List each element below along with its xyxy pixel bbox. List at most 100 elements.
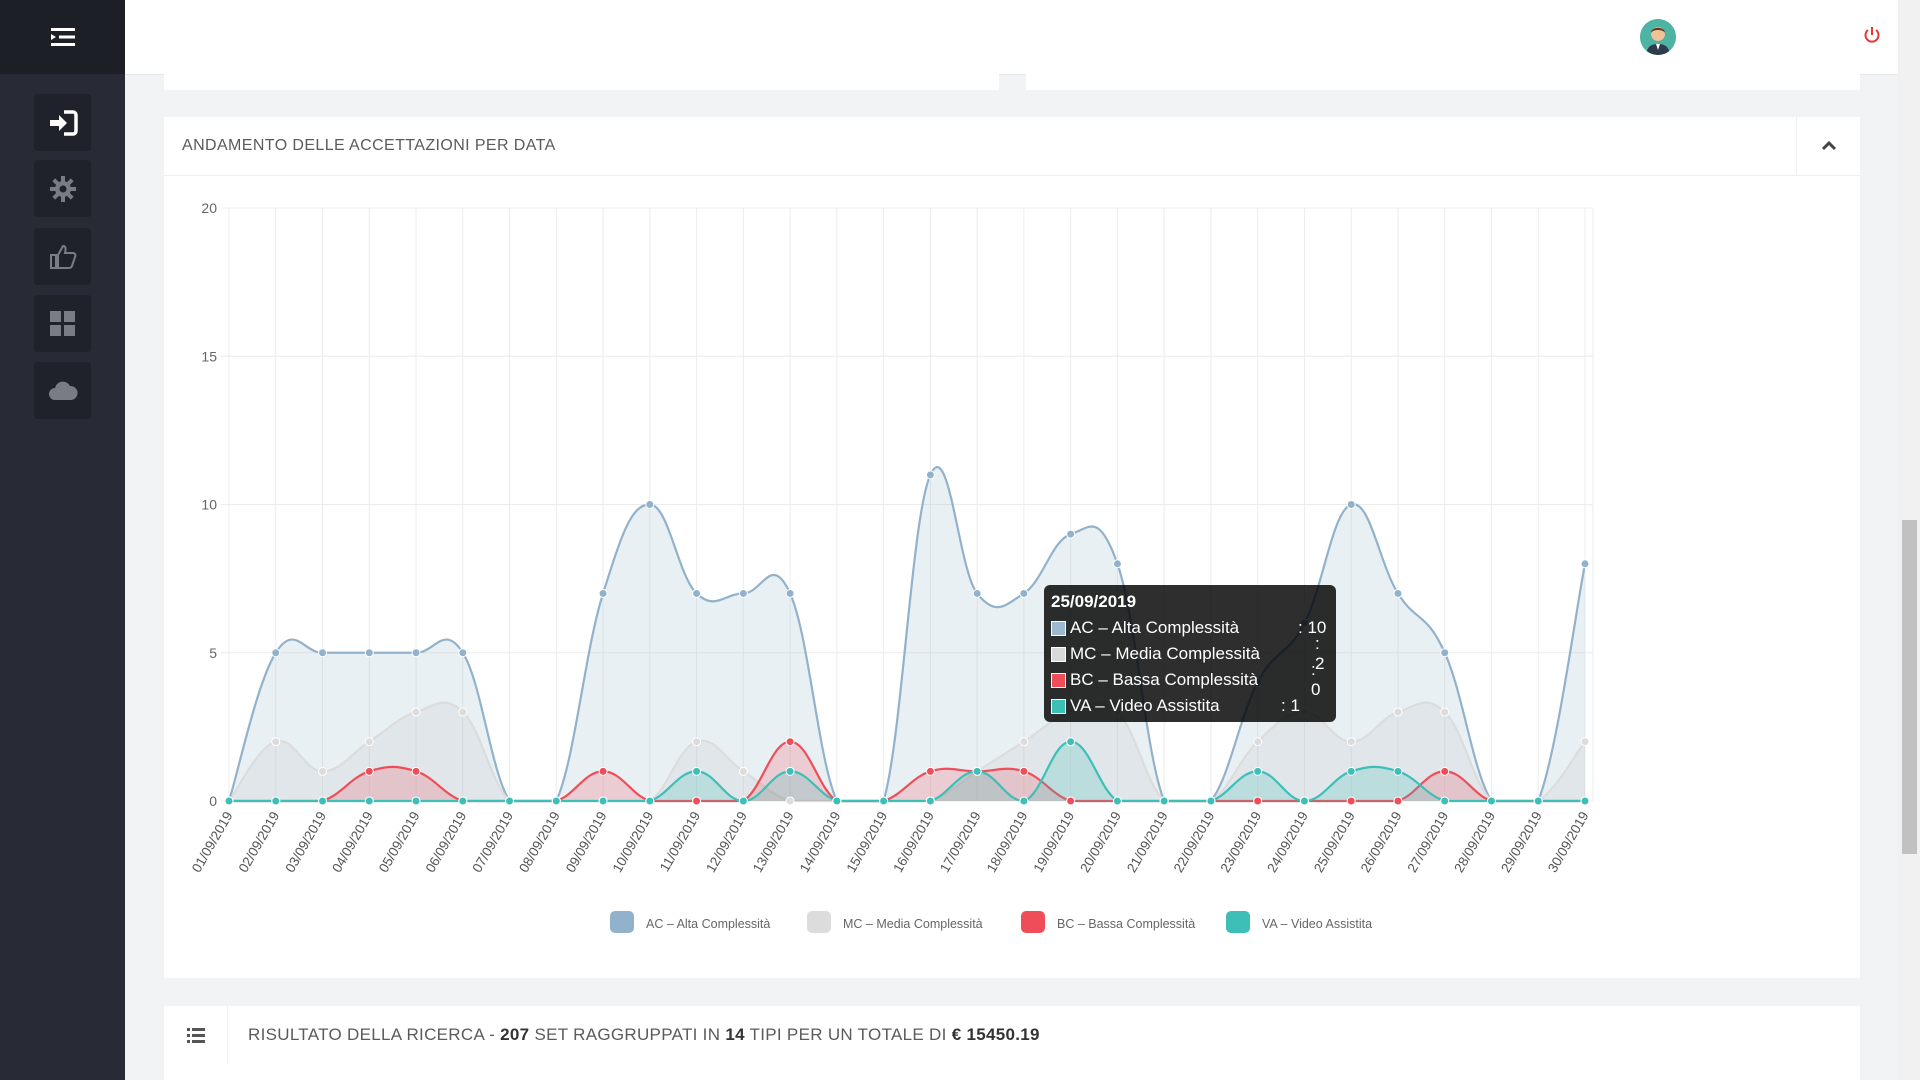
data-point [1346, 737, 1356, 747]
result-prefix: RISULTATO DELLA RICERCA - [248, 1025, 501, 1044]
x-tick-label: 30/09/2019 [1545, 809, 1592, 875]
data-point [1112, 559, 1122, 569]
x-tick-label: 09/09/2019 [563, 809, 610, 875]
data-point [318, 648, 328, 658]
sidebar-item-login[interactable] [34, 94, 91, 151]
panel-above-right [1026, 74, 1860, 90]
data-point [738, 796, 748, 806]
data-point [972, 588, 982, 598]
logout-button[interactable] [1864, 26, 1880, 49]
result-types: 14 [725, 1025, 745, 1044]
data-point [1393, 796, 1403, 806]
data-point [1019, 766, 1029, 776]
x-tick-label: 20/09/2019 [1077, 809, 1124, 875]
tooltip-label: MC – Media Complessità [1070, 644, 1260, 663]
tooltip-value: : 10 [1298, 618, 1327, 637]
data-point [1533, 796, 1543, 806]
tooltip-row: MC – Media Complessità : 2 [1051, 634, 1329, 673]
result-mid2: TIPI PER UN TOTALE DI [744, 1025, 952, 1044]
data-point [1112, 796, 1122, 806]
data-point [645, 796, 655, 806]
chart-panel: ANDAMENTO DELLE ACCETTAZIONI PER DATA [164, 117, 1860, 978]
data-point [1066, 796, 1076, 806]
data-point [785, 796, 795, 806]
x-tick-label: 25/09/2019 [1311, 809, 1358, 875]
data-point [785, 766, 795, 776]
data-point [1440, 707, 1450, 717]
result-mid1: SET RAGGRUPPATI IN [529, 1025, 726, 1044]
data-point [271, 796, 281, 806]
x-tick-label: 12/09/2019 [703, 809, 750, 875]
data-point [1346, 500, 1356, 509]
data-point [551, 796, 561, 806]
data-point [318, 796, 328, 806]
x-tick-label: 23/09/2019 [1218, 809, 1265, 875]
x-tick-label: 19/09/2019 [1030, 809, 1077, 875]
data-point [832, 796, 842, 806]
tooltip-label: BC – Bassa Complessità [1070, 670, 1259, 689]
tooltip-swatch [1051, 646, 1066, 662]
x-tick-label: 10/09/2019 [610, 809, 657, 875]
sidebar-item-dashboard[interactable] [34, 295, 91, 352]
result-total: € 15450.19 [951, 1025, 1040, 1044]
collapse-button[interactable] [1796, 117, 1860, 175]
data-point [925, 470, 935, 480]
data-point [1440, 648, 1450, 658]
gear-icon [49, 175, 76, 202]
data-point [972, 766, 982, 776]
result-summary: RISULTATO DELLA RICERCA - 207 SET RAGGRU… [248, 1025, 1040, 1045]
grid-icon [49, 310, 75, 336]
scrollbar-thumb[interactable] [1902, 520, 1917, 854]
data-point [1393, 588, 1403, 598]
panel-title: ANDAMENTO DELLE ACCETTAZIONI PER DATA [182, 137, 556, 154]
data-point [1253, 766, 1263, 776]
data-point [271, 737, 281, 747]
panel-header: ANDAMENTO DELLE ACCETTAZIONI PER DATA [164, 117, 1860, 176]
menu-toggle-button[interactable] [0, 0, 125, 74]
tooltip-swatch [1051, 672, 1066, 688]
data-point [785, 737, 795, 747]
data-point [458, 796, 468, 806]
y-tick-label: 5 [209, 645, 217, 661]
x-tick-label: 22/09/2019 [1171, 809, 1218, 875]
sidebar-item-settings[interactable] [34, 160, 91, 217]
data-point [1019, 588, 1029, 598]
data-point [1393, 766, 1403, 776]
legend-label: AC – Alta Complessità [646, 917, 770, 931]
data-point [364, 796, 374, 806]
tooltip-swatch [1051, 698, 1066, 714]
list-button[interactable] [164, 1006, 228, 1064]
y-tick-label: 15 [201, 348, 217, 364]
tooltip-row: VA – Video Assistita : 1 [1051, 693, 1329, 719]
data-point [1580, 737, 1590, 747]
sidebar-item-approvals[interactable] [34, 228, 91, 285]
x-tick-label: 26/09/2019 [1358, 809, 1405, 875]
tooltip-row: BC – Bassa Complessità : 0 [1051, 660, 1329, 699]
data-point [411, 796, 421, 806]
data-point [1580, 796, 1590, 806]
data-point [1206, 796, 1216, 806]
user-avatar[interactable] [1640, 19, 1676, 55]
x-tick-label: 28/09/2019 [1451, 809, 1498, 875]
tooltip-title: 25/09/2019 [1051, 592, 1137, 611]
x-tick-label: 07/09/2019 [469, 809, 516, 875]
result-count: 207 [500, 1025, 530, 1044]
x-tick-label: 14/09/2019 [797, 809, 844, 875]
list-icon [186, 1027, 205, 1043]
sidebar-item-cloud[interactable] [34, 362, 91, 419]
data-point [692, 737, 702, 747]
data-point [411, 766, 421, 776]
data-point [318, 766, 328, 776]
data-point [1253, 737, 1263, 747]
thumbs-up-icon [49, 244, 76, 269]
data-point [458, 707, 468, 717]
data-point [1019, 796, 1029, 806]
legend-label: MC – Media Complessità [843, 917, 983, 931]
data-point [645, 500, 655, 509]
x-tick-label: 05/09/2019 [376, 809, 423, 875]
data-point [1066, 529, 1076, 539]
data-point [224, 796, 234, 806]
result-panel: RISULTATO DELLA RICERCA - 207 SET RAGGRU… [164, 1006, 1860, 1080]
x-tick-label: 01/09/2019 [189, 809, 236, 875]
data-point [364, 766, 374, 776]
